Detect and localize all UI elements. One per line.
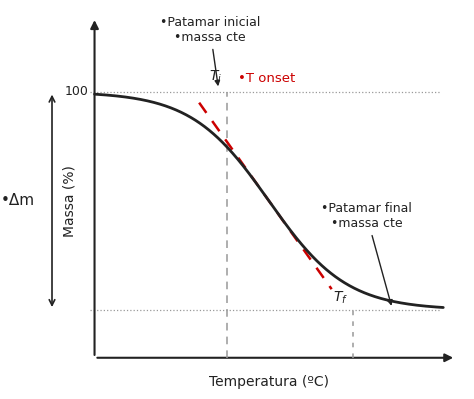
Text: Massa (%): Massa (%): [62, 165, 76, 237]
Text: 100: 100: [64, 85, 88, 98]
Text: •Δm: •Δm: [1, 194, 35, 208]
Text: Temperatura (ºC): Temperatura (ºC): [209, 375, 329, 389]
Text: $T_i$: $T_i$: [209, 69, 222, 85]
Text: •T onset: •T onset: [237, 72, 295, 85]
Text: $T_f$: $T_f$: [333, 290, 348, 306]
Text: •Patamar final
•massa cte: •Patamar final •massa cte: [321, 202, 412, 304]
Text: •Patamar inicial
•massa cte: •Patamar inicial •massa cte: [160, 16, 260, 85]
